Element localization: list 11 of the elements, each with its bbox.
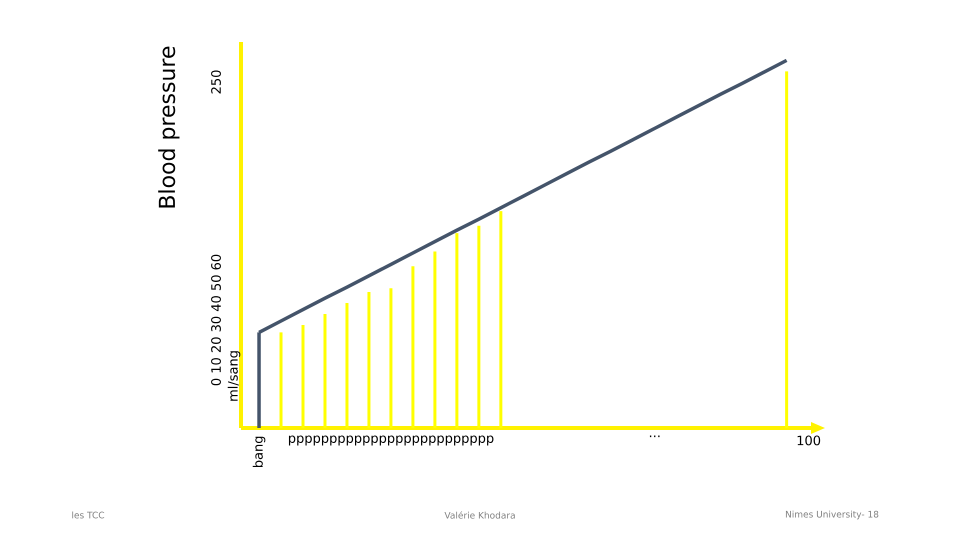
x-tick-label: 100 (798, 436, 820, 446)
text: 0 10 20 30 40 50 60 (211, 254, 221, 386)
text: Nimes University- 18 (786, 510, 878, 520)
text: ml/sang (228, 351, 240, 401)
y-axis-title: Blood pressure (158, 46, 180, 208)
text: les TCC (72, 512, 104, 518)
x-tick-label: ppppppppppppppppppppppppp (288, 436, 494, 446)
x-tick-label: ... (650, 436, 660, 438)
x-tick-label: bang (252, 436, 266, 468)
text: 250 (211, 70, 221, 94)
text: Valérie Khodara (444, 511, 515, 519)
